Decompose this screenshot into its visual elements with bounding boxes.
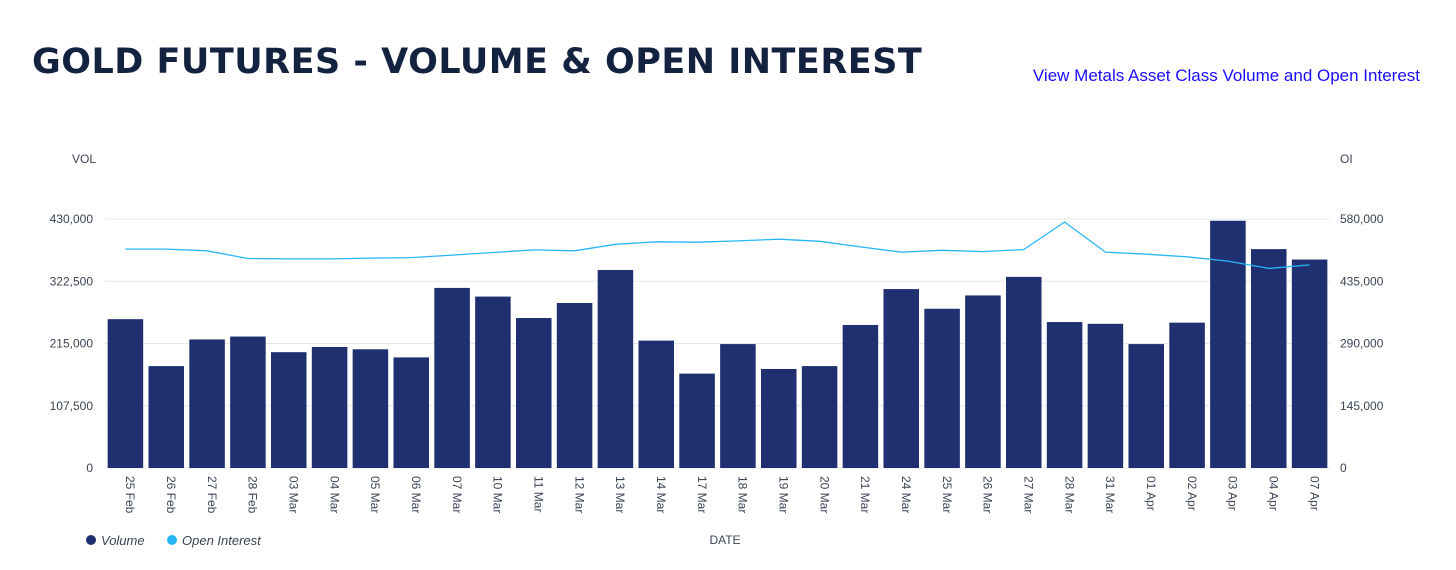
y-right-tick-label: 580,000 [1340,212,1384,226]
volume-bar[interactable] [720,344,756,468]
metals-asset-class-link[interactable]: View Metals Asset Class Volume and Open … [1032,66,1420,85]
volume-bar[interactable] [1210,220,1246,468]
x-tick-label: 28 Mar [1062,476,1076,513]
x-tick-label: 20 Mar [817,476,831,513]
x-tick-label: 17 Mar [695,476,709,513]
y-axis-right-label: OI [1340,152,1353,166]
volume-bar[interactable] [393,357,430,468]
x-tick-label: 24 Mar [899,476,913,513]
y-right-tick-label: 435,000 [1340,274,1384,288]
x-tick-label: 25 Feb [123,476,137,514]
open-interest-line[interactable] [125,221,1310,270]
volume-bar[interactable] [638,340,675,468]
x-tick-label: 19 Mar [777,476,791,513]
x-tick-label: 14 Mar [654,476,668,513]
volume-bar[interactable] [597,269,634,468]
x-tick-label: 12 Mar [572,476,586,513]
x-tick-label: 25 Mar [940,476,954,513]
volume-bar[interactable] [842,324,879,468]
y-right-tick-label: 0 [1340,461,1347,475]
volume-bar[interactable] [924,308,960,468]
volume-bar[interactable] [230,336,266,468]
x-tick-label: 04 Apr [1267,476,1281,511]
y-axis-left-label: VOL [72,152,96,166]
volume-bar[interactable] [679,373,715,468]
volume-bar[interactable] [434,287,470,468]
x-tick-label: 05 Mar [368,476,382,513]
volume-bar[interactable] [801,366,838,468]
x-tick-label: 26 Feb [164,476,178,514]
x-tick-label: 04 Mar [327,476,341,513]
y-right-tick-label: 290,000 [1340,337,1384,351]
page-title: GOLD FUTURES - VOLUME & OPEN INTEREST [32,42,923,82]
x-tick-label: 11 Mar [532,476,546,512]
volume-bar[interactable] [515,318,552,468]
x-tick-label: 18 Mar [736,476,750,513]
volume-bar[interactable] [189,339,225,468]
x-tick-label: 03 Mar [287,476,301,513]
volume-bar[interactable] [1291,259,1328,468]
x-tick-label: 10 Mar [491,476,505,513]
x-tick-label: 03 Apr [1226,476,1240,511]
volume-bar[interactable] [1005,276,1042,468]
volume-bar[interactable] [1046,322,1083,468]
y-left-tick-label: 0 [86,461,93,475]
volume-bar[interactable] [270,352,307,468]
x-tick-label: 01 Apr [1144,476,1158,511]
volume-bar[interactable] [1250,249,1287,468]
volume-bar[interactable] [760,368,797,468]
y-left-tick-label: 322,500 [50,274,94,288]
legend-open-interest-marker [167,535,177,545]
volume-bar[interactable] [1087,323,1124,468]
volume-bar[interactable] [311,346,348,468]
x-tick-label: 21 Mar [858,476,872,513]
volume-bar[interactable] [1128,344,1165,468]
x-tick-label: 27 Mar [1022,476,1036,513]
volume-bar[interactable] [556,302,593,468]
volume-bar[interactable] [1169,322,1205,468]
volume-bar[interactable] [148,366,185,468]
volume-bar[interactable] [965,295,1001,468]
x-tick-label: 31 Mar [1103,476,1117,513]
x-tick-label: 06 Mar [409,476,423,513]
x-tick-label: 07 Mar [450,476,464,513]
volume-bar[interactable] [352,349,389,468]
y-left-tick-label: 107,500 [50,399,94,413]
x-tick-label: 28 Feb [246,476,260,514]
legend-volume-marker [86,535,96,545]
x-tick-label: 13 Mar [613,476,627,513]
x-tick-label: 27 Feb [205,476,219,514]
volume-bar[interactable] [475,296,511,468]
x-tick-label: 02 Apr [1185,476,1199,511]
y-left-tick-label: 430,000 [50,212,94,226]
x-tick-label: 07 Apr [1307,476,1321,511]
volume-bar[interactable] [883,289,920,468]
x-tick-label: 26 Mar [981,476,995,513]
legend-open-interest-label[interactable]: Open Interest [182,533,262,548]
y-left-tick-label: 215,000 [50,337,94,351]
x-axis-label: DATE [709,533,740,547]
volume-bar[interactable] [107,319,144,468]
y-right-tick-label: 145,000 [1340,399,1384,413]
legend-volume-label[interactable]: Volume [101,533,145,548]
